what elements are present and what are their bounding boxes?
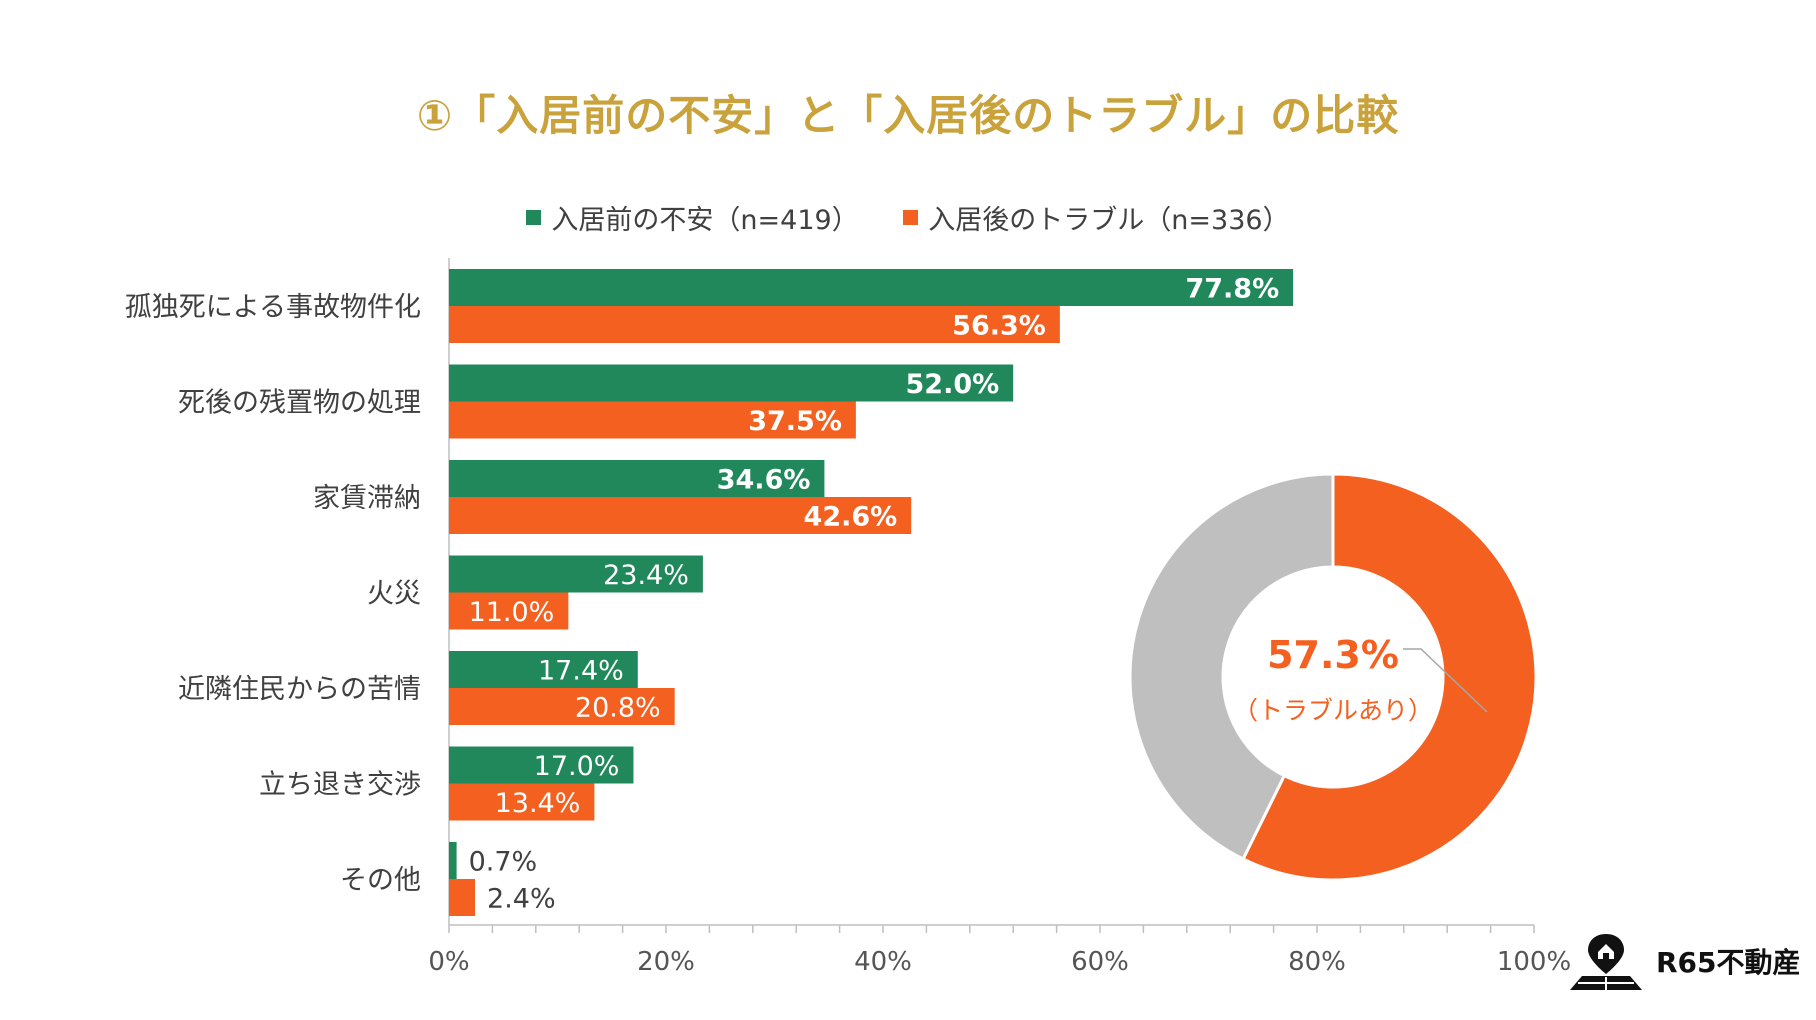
- donut-center-value: 57.3%: [1267, 633, 1399, 677]
- brand-name: R65不動産: [1656, 946, 1801, 979]
- donut-leader-line: [1403, 648, 1488, 713]
- bar-before: [449, 269, 1294, 306]
- legend-item-after: 入居後のトラブル（n=336）: [903, 198, 1290, 237]
- bar-before: [449, 651, 638, 688]
- data-label: 23.4%: [603, 560, 689, 591]
- legend-swatch-before: [526, 210, 542, 225]
- data-label: 52.0%: [906, 369, 1000, 400]
- category-label: 火災: [367, 579, 421, 610]
- bar-before: [449, 555, 703, 593]
- data-label: 42.6%: [804, 502, 898, 533]
- legend-label-before: 入居前の不安（n=419）: [551, 205, 859, 236]
- category-label: 家賃滞納: [313, 483, 421, 514]
- bar-after: [449, 306, 1060, 343]
- x-tick-label: 40%: [854, 947, 912, 977]
- bar-after: [449, 401, 856, 439]
- data-label: 56.3%: [952, 311, 1046, 342]
- data-label: 37.5%: [748, 406, 842, 437]
- category-label: 立ち退き交渉: [259, 770, 421, 801]
- bar-after: [449, 688, 675, 725]
- x-tick-label: 80%: [1288, 947, 1346, 977]
- brand-logo: R65不動産: [1568, 930, 1801, 992]
- category-label: 孤独死による事故物件化: [125, 292, 421, 323]
- x-tick-label: 20%: [637, 947, 695, 977]
- data-label: 34.6%: [717, 465, 811, 496]
- legend-swatch-after: [903, 210, 919, 225]
- legend-item-before: 入居前の不安（n=419）: [526, 198, 859, 237]
- data-label: 0.7%: [469, 847, 538, 878]
- chart-title: ①「入居前の不安」と「入居後のトラブル」の比較: [416, 91, 1400, 140]
- map-pin-house-icon: [1570, 934, 1642, 990]
- bar-before: [449, 746, 634, 784]
- x-tick-label: 100%: [1497, 947, 1571, 977]
- bar-before: [449, 460, 825, 497]
- legend-label-after: 入居後のトラブル（n=336）: [928, 205, 1290, 236]
- chart-legend: 入居前の不安（n=419） 入居後のトラブル（n=336）: [0, 198, 1816, 237]
- bar-after: [449, 879, 476, 916]
- bar-after: [449, 592, 569, 630]
- x-tick-label: 60%: [1071, 947, 1129, 977]
- category-label: その他: [340, 865, 421, 896]
- category-label: 近隣住民からの苦情: [178, 674, 421, 705]
- data-label: 20.8%: [575, 693, 661, 724]
- bar-after: [449, 783, 595, 821]
- x-tick-label: 0%: [428, 947, 469, 977]
- category-label: 死後の残置物の処理: [178, 388, 421, 419]
- bar-before: [449, 842, 457, 879]
- data-label: 77.8%: [1185, 274, 1279, 305]
- bar-before: [449, 364, 1014, 402]
- donut-slice-trouble: [1241, 472, 1538, 882]
- data-label: 2.4%: [487, 884, 556, 915]
- data-label: 13.4%: [495, 788, 581, 819]
- bar-after: [449, 497, 912, 534]
- data-label: 17.0%: [534, 751, 620, 782]
- data-label: 11.0%: [469, 597, 555, 628]
- donut-center-label: （トラブルあり）: [1233, 696, 1433, 725]
- donut-slice-rest: [1128, 472, 1335, 862]
- data-label: 17.4%: [538, 656, 624, 687]
